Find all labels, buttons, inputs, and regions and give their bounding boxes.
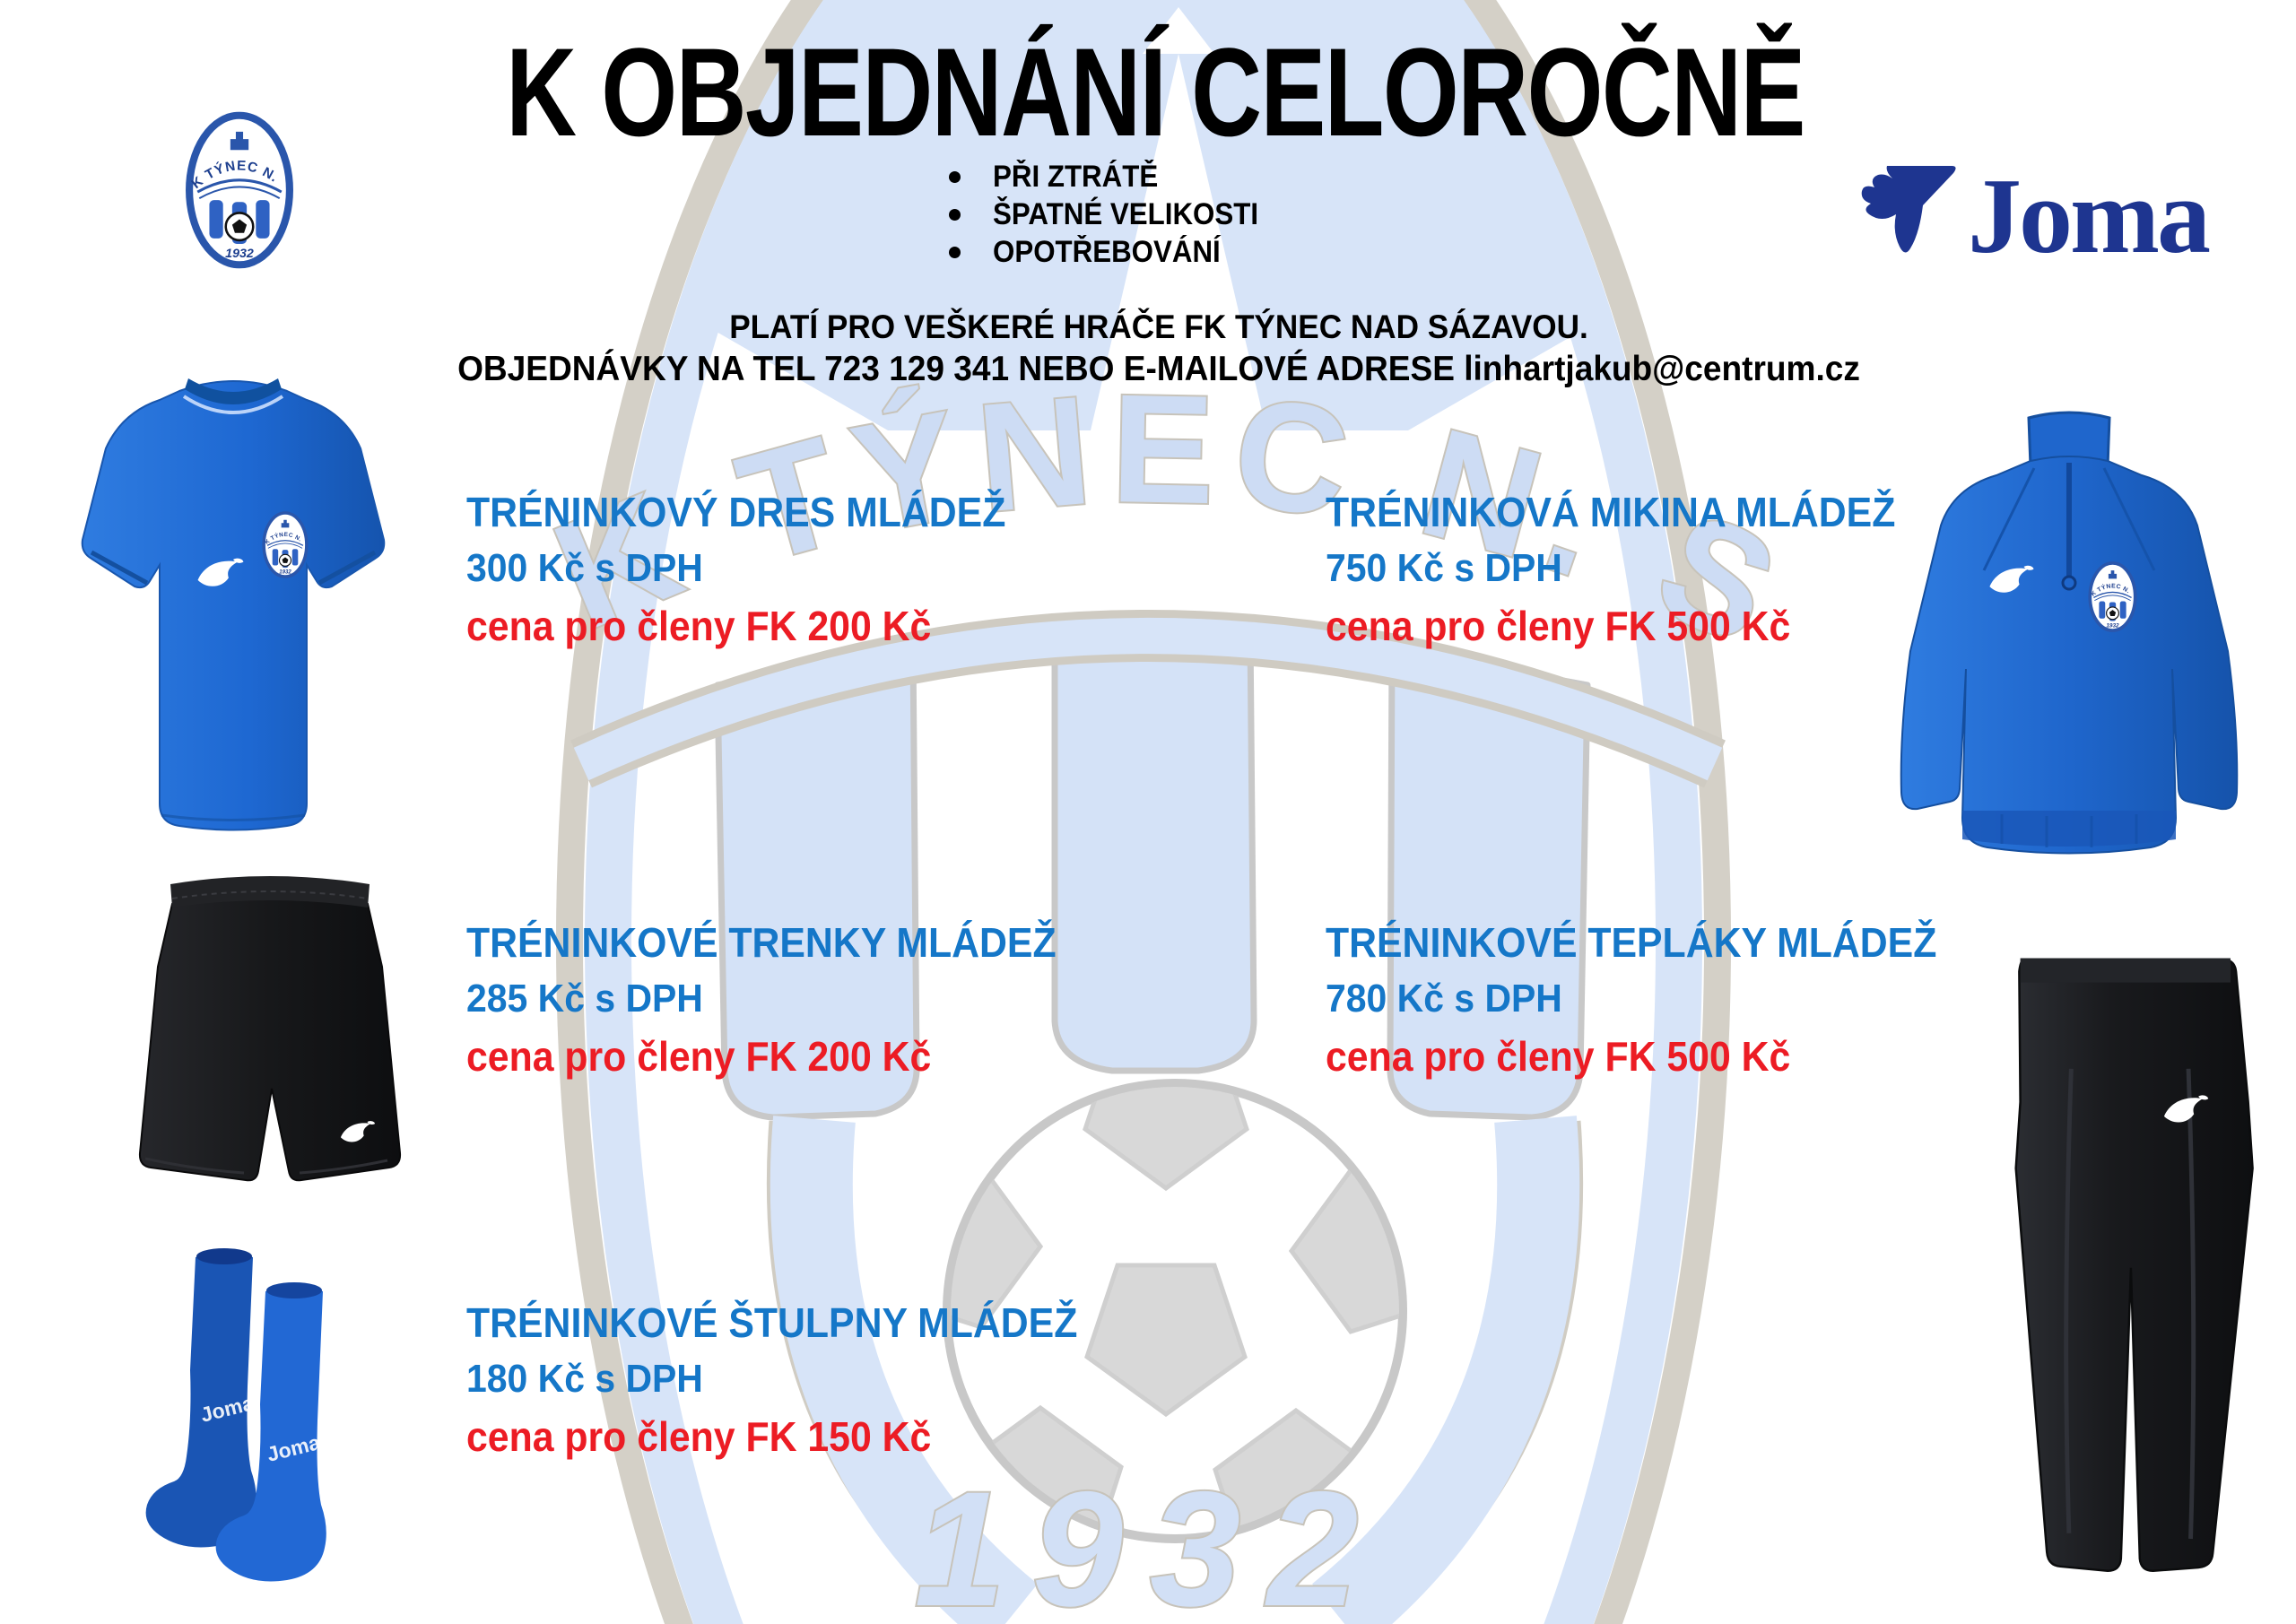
tshirt-image [81,378,386,831]
order-contact-note: OBJEDNÁVKY NA TEL 723 129 341 NEBO E-MAI… [457,350,1860,388]
product-block-mikina: TRÉNINKOVÁ MIKINA MLÁDEŽ 750 Kč s DPH ce… [1326,491,1938,647]
watermark-outer-ring [556,0,1731,1624]
product-price: 180 Kč s DPH [466,1357,703,1401]
club-logo [185,111,294,269]
bullet-label: ŠPATNÉ VELIKOSTI [993,196,1259,231]
product-title: TRÉNINKOVÁ MIKINA MLÁDEŽ [1326,489,1896,535]
product-price: 780 Kč s DPH [1326,977,1562,1020]
watermark-band [570,610,1726,788]
product-member-price: cena pro členy FK 500 Kč [1326,1033,1791,1080]
watermark-year: 1932 [915,1457,1386,1624]
tshirt-body [81,380,386,831]
replacement-reasons-list: PŘI ZTRÁTĚ ŠPATNÉ VELIKOSTI OPOTŘEBOVÁNÍ [949,158,1282,271]
watermark-inner-ring [585,0,1702,1624]
product-title: TRÉNINKOVÉ ŠTULPNY MLÁDEŽ [466,1299,1078,1346]
bullet-icon [949,246,961,258]
sock-back [145,1253,257,1548]
product-price: 285 Kč s DPH [466,977,703,1020]
sweatshirt-image [1900,411,2239,855]
product-price: 300 Kč s DPH [466,546,703,590]
list-item: PŘI ZTRÁTĚ [949,158,1282,195]
validity-note: PLATÍ PRO VEŠKERÉ HRÁČE FK TÝNEC NAD SÁZ… [729,308,1588,345]
list-item: OPOTŘEBOVÁNÍ [949,233,1282,271]
product-title: TRÉNINKOVÝ DRES MLÁDEŽ [466,489,1006,535]
product-price: 750 Kč s DPH [1326,546,1562,590]
sock-front [215,1287,326,1582]
watermark-fans [766,1116,1584,1624]
pants-body [2014,959,2254,1573]
bullet-label: OPOTŘEBOVÁNÍ [993,234,1221,269]
shorts-waistband [170,876,370,908]
sweatshirt-body [1900,456,2239,855]
product-title: TRÉNINKOVÉ TRENKY MLÁDEŽ [466,919,1057,966]
product-block-stulpny: TRÉNINKOVÉ ŠTULPNY MLÁDEŽ 180 Kč s DPH c… [466,1302,1124,1457]
bullet-label: PŘI ZTRÁTĚ [993,159,1159,194]
socks-image: Joma Joma [145,1248,326,1582]
list-item: ŠPATNÉ VELIKOSTI [949,195,1282,233]
product-member-price: cena pro členy FK 500 Kč [1326,603,1791,649]
product-member-price: cena pro členy FK 200 Kč [466,1033,932,1080]
tshirt-collar [185,378,282,404]
page-title: K OBJEDNÁNÍ CELOROČNĚ [506,22,1805,162]
zipper [2066,463,2072,578]
product-block-teplaky: TRÉNINKOVÉ TEPLÁKY MLÁDEŽ 780 Kč s DPH c… [1326,922,1983,1077]
joma-bird-icon [1861,166,1956,253]
product-member-price: cena pro členy FK 150 Kč [466,1413,932,1460]
pants-image [2014,958,2254,1573]
product-member-price: cena pro členy FK 200 Kč [466,603,932,649]
joma-logo: Joma [1858,155,2211,275]
product-title: TRÉNINKOVÉ TEPLÁKY MLÁDEŽ [1326,919,1937,966]
product-block-dres: TRÉNINKOVÝ DRES MLÁDEŽ 300 Kč s DPH cena… [466,491,1047,647]
joma-wordmark: Joma [1968,155,2211,275]
bullet-icon [949,170,961,183]
shorts-image [138,876,402,1182]
bullet-icon [949,208,961,221]
pants-waistband [2020,958,2231,983]
product-block-trenky: TRÉNINKOVÉ TRENKY MLÁDEŽ 285 Kč s DPH ce… [466,922,1100,1077]
